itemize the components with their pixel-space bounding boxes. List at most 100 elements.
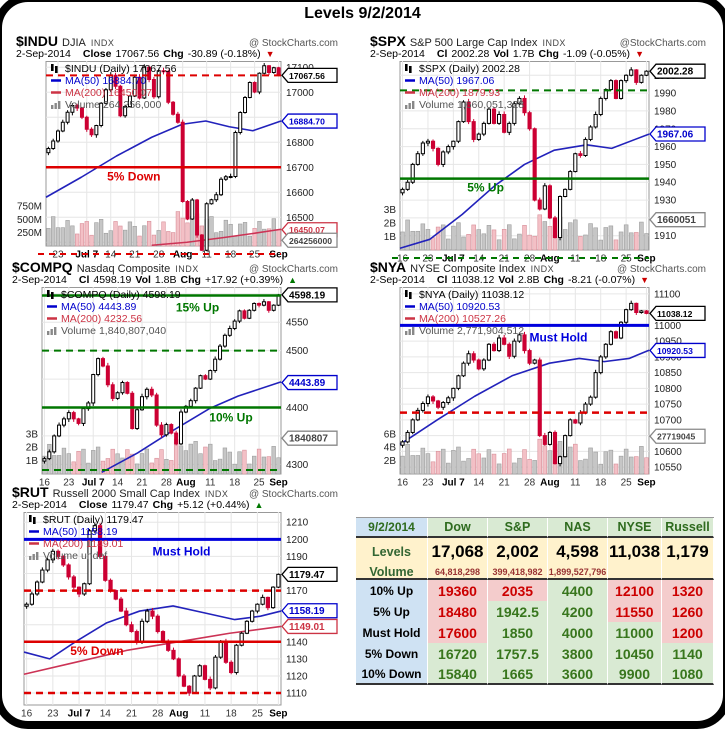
svg-text:10750: 10750 [654,400,682,411]
svg-text:Aug: Aug [169,709,188,720]
svg-text:Must Hold: Must Hold [153,544,211,558]
svg-text:Jul 7: Jul 7 [442,478,465,489]
svg-text:6B: 6B [384,430,397,441]
table-value-cell: 17600 [428,622,488,643]
svg-text:Volume 1,660,051,328: Volume 1,660,051,328 [419,99,524,111]
svg-text:$NYA (Daily) 11038.12: $NYA (Daily) 11038.12 [419,289,524,301]
chart-exchange: INDX [204,489,229,499]
svg-text:1980: 1980 [654,106,677,117]
svg-text:2B: 2B [384,218,397,229]
table-column-header: Russell [662,518,714,538]
svg-text:4B: 4B [384,443,397,454]
svg-text:1660051: 1660051 [657,215,696,226]
svg-text:15% Up: 15% Up [176,301,219,315]
svg-text:18: 18 [595,478,607,489]
svg-text:Aug: Aug [540,478,559,489]
chart-symbol: $INDU [16,33,59,49]
svg-text:1B: 1B [384,232,397,243]
svg-text:25: 25 [253,478,265,489]
close-label: Cl [436,274,448,286]
svg-text:1960: 1960 [654,142,677,153]
svg-text:1840807: 1840807 [289,434,328,445]
vol-value: 1.7B [512,48,535,60]
change-arrow-icon: ▲ [254,500,264,510]
chart-header: $NYA NYSE Composite Index INDX @ StockCh… [370,260,706,275]
table-column-header: NYSE [608,518,662,538]
svg-text:10950: 10950 [654,337,682,348]
svg-text:$SPX (Daily) 2002.28: $SPX (Daily) 2002.28 [419,63,520,75]
table-value-cell [662,565,714,580]
svg-text:1990: 1990 [654,89,677,100]
close-value: 11038.12 [451,274,495,286]
svg-text:1910: 1910 [654,231,677,242]
table-value-cell: 1200 [662,622,714,643]
table-value-cell: 2,002 [488,538,548,565]
table-value-cell: 1080 [662,664,714,685]
svg-text:4500: 4500 [286,346,309,357]
chg-value: -30.89 (-0.18%) [187,48,261,60]
stockcharts-credit: @ StockCharts.com [616,264,706,275]
table-value-cell: 4400 [548,580,608,601]
svg-text:MA(50) 10920.53: MA(50) 10920.53 [419,301,500,313]
svg-text:$RUT (Daily) 1179.47: $RUT (Daily) 1179.47 [43,514,144,526]
table-column-header: Dow [428,518,488,538]
svg-text:2002.28: 2002.28 [657,67,694,78]
svg-text:Sep: Sep [269,478,287,489]
svg-text:Jul 7: Jul 7 [442,254,465,265]
table-value-cell: 1850 [488,622,548,643]
svg-text:$COMPQ (Daily) 4598.19: $COMPQ (Daily) 4598.19 [61,289,181,301]
table-value-cell: 4000 [548,622,608,643]
table-row-label: 10% Up [356,580,428,601]
svg-text:MA(50) 1158.19: MA(50) 1158.19 [43,526,118,538]
stockcharts-credit: @ StockCharts.com [248,38,338,49]
svg-text:25: 25 [621,478,633,489]
svg-text:MA(200) 1149.01: MA(200) 1149.01 [43,538,124,550]
table-value-cell: 1942.5 [488,601,548,622]
table-column-header: S&P [488,518,548,538]
table-value-cell: 11000 [608,622,662,643]
chg-value: +17.92 (+0.39%) [204,274,284,286]
chart-name: S&P 500 Large Cap Index [409,37,538,49]
svg-text:27719045: 27719045 [657,432,695,442]
chart-exchange: INDX [90,38,115,48]
table-row-label: 10% Down [356,664,428,685]
svg-text:10550: 10550 [654,463,682,474]
close-value: 1179.47 [111,499,149,511]
levels-table: 9/2/2014 Dow S&P NAS NYSE Russell Levels 17,068… [356,517,714,685]
svg-text:1940: 1940 [654,178,677,189]
table-value-cell: 1,899,527,796 [548,565,608,580]
svg-text:4443.89: 4443.89 [289,378,326,389]
vol-label: Vol [493,48,509,60]
table-row-label: 5% Up [356,601,428,622]
chart-exchange: INDX [175,264,199,274]
svg-text:10% Up: 10% Up [209,410,252,424]
chart-symbol: $RUT [12,484,49,500]
chart-spx: $SPX S&P 500 Large Cap Index INDX @Stock… [370,33,706,265]
table-row-label: Volume [356,565,428,580]
chg-value: -8.21 (-0.07%) [567,274,636,286]
table-value-cell: 1260 [662,601,714,622]
svg-text:1179.47: 1179.47 [289,570,325,581]
svg-text:18: 18 [595,254,607,265]
svg-text:14: 14 [473,478,485,489]
svg-text:16: 16 [39,478,51,489]
chart-symbol: $SPX [370,33,406,49]
svg-text:14: 14 [112,478,124,489]
table-value-cell: 10450 [608,643,662,664]
table-value-cell: 12100 [608,580,662,601]
svg-text:14: 14 [100,709,112,720]
svg-text:MA(50) 1967.06: MA(50) 1967.06 [419,75,494,87]
candlestick-plot-rut: 1210120011901180117011601150114011301120… [12,512,338,720]
table-row-label: 5% Down [356,643,428,664]
table-value-cell: 399,418,982 [488,565,548,580]
svg-text:4550: 4550 [286,318,309,329]
table-value-cell: 64,818,298 [428,565,488,580]
chg-label: Chg [163,48,184,60]
svg-text:Aug: Aug [176,478,195,489]
vol-value: 1.8B [154,274,177,286]
svg-text:MA(200) 4232.56: MA(200) 4232.56 [61,313,142,325]
chart-header: $SPX S&P 500 Large Cap Index INDX @Stock… [370,33,706,49]
svg-text:18: 18 [229,478,241,489]
svg-text:1190: 1190 [286,552,308,563]
svg-text:1170: 1170 [286,586,308,597]
